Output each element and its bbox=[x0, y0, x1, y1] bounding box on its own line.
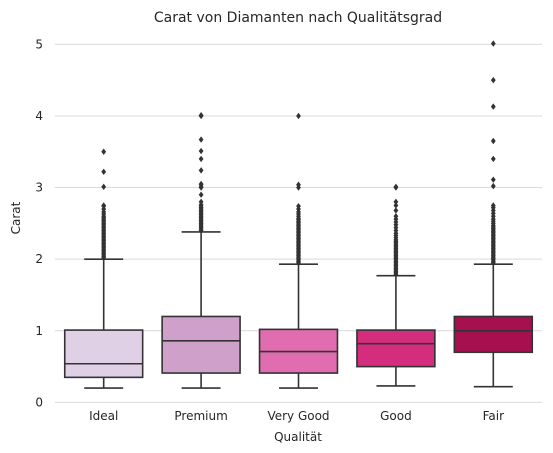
outlier-point bbox=[490, 182, 496, 190]
box-iqr bbox=[453, 315, 534, 354]
y-axis-label: Carat bbox=[9, 201, 23, 234]
outlier-point bbox=[490, 176, 496, 183]
x-tick-label: Premium bbox=[174, 409, 227, 423]
outlier-point bbox=[198, 167, 204, 174]
box-group bbox=[161, 112, 241, 389]
x-tick-labels: Ideal Premium Very Good Good Fair bbox=[89, 409, 504, 423]
outlier-point bbox=[490, 76, 496, 84]
y-tick-label: 5 bbox=[35, 37, 43, 51]
outlier-point bbox=[490, 103, 496, 110]
chart-title: Carat von Diamanten nach Qualitätsgrad bbox=[154, 10, 442, 26]
y-tick-label: 4 bbox=[35, 109, 43, 123]
outlier-point bbox=[198, 136, 204, 143]
outlier-point bbox=[296, 112, 301, 120]
y-tick-label: 1 bbox=[35, 324, 43, 338]
outlier-point bbox=[101, 183, 107, 191]
outlier-point bbox=[393, 202, 399, 209]
outlier-point bbox=[490, 137, 496, 145]
x-tick-label: Good bbox=[380, 409, 412, 423]
outlier-point bbox=[198, 155, 204, 163]
box-iqr bbox=[356, 329, 436, 368]
outlier-point bbox=[101, 168, 107, 176]
y-tick-label: 0 bbox=[35, 395, 43, 409]
box-iqr bbox=[161, 315, 241, 374]
x-tick-label: Very Good bbox=[267, 409, 329, 423]
outlier-point bbox=[490, 155, 496, 163]
outlier-point bbox=[393, 183, 399, 191]
outlier-point bbox=[393, 213, 399, 220]
outlier-point bbox=[393, 207, 399, 214]
outlier-point bbox=[490, 202, 496, 209]
box-group bbox=[453, 40, 534, 388]
outlier-point bbox=[490, 40, 496, 47]
y-tick-label: 2 bbox=[35, 252, 43, 266]
outlier-point bbox=[101, 202, 107, 209]
x-tick-label: Fair bbox=[483, 409, 504, 423]
outlier-point bbox=[198, 112, 204, 119]
box-group bbox=[63, 148, 144, 389]
outlier-point bbox=[296, 181, 301, 188]
x-axis-label: Qualität bbox=[274, 430, 322, 444]
outlier-point bbox=[198, 147, 204, 155]
outlier-point bbox=[198, 198, 204, 206]
outlier-point bbox=[296, 202, 301, 210]
outlier-point bbox=[101, 148, 107, 155]
boxes bbox=[63, 40, 534, 389]
y-tick-label: 3 bbox=[35, 181, 43, 195]
box-group bbox=[258, 112, 339, 389]
x-tick-label: Ideal bbox=[89, 409, 118, 423]
outlier-point bbox=[198, 191, 204, 198]
box-iqr bbox=[63, 329, 144, 379]
outlier-point bbox=[393, 198, 399, 206]
y-tick-labels: 0 1 2 3 4 5 bbox=[35, 37, 43, 409]
outlier-point bbox=[198, 180, 204, 188]
box-group bbox=[356, 183, 436, 387]
